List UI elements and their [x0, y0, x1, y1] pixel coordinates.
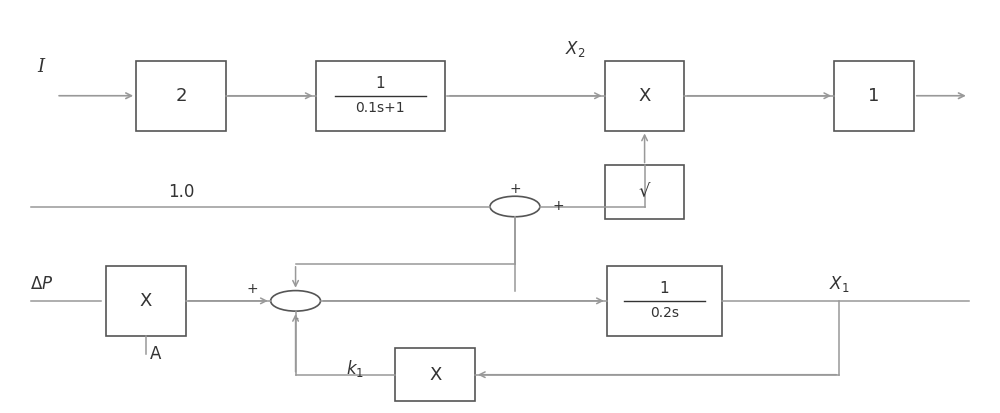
FancyBboxPatch shape: [605, 61, 684, 131]
FancyBboxPatch shape: [834, 61, 914, 131]
Text: +: +: [247, 282, 259, 296]
Text: A: A: [150, 345, 162, 363]
Text: X: X: [638, 87, 651, 105]
Circle shape: [490, 196, 540, 217]
FancyBboxPatch shape: [106, 266, 186, 336]
FancyBboxPatch shape: [395, 348, 475, 401]
Text: X: X: [429, 366, 441, 384]
FancyBboxPatch shape: [316, 61, 445, 131]
Text: √: √: [639, 183, 650, 201]
Text: 0.1s+1: 0.1s+1: [356, 101, 405, 115]
Text: $X_2$: $X_2$: [565, 38, 585, 59]
Text: +: +: [509, 182, 521, 196]
Text: 0.2s: 0.2s: [650, 306, 679, 320]
Text: I: I: [38, 58, 45, 76]
Text: $\Delta P$: $\Delta P$: [30, 275, 53, 294]
FancyBboxPatch shape: [605, 166, 684, 219]
Text: 1: 1: [660, 281, 669, 296]
Text: 1.0: 1.0: [168, 183, 194, 201]
Text: X: X: [140, 292, 152, 310]
Circle shape: [271, 291, 320, 311]
Text: 1: 1: [376, 76, 385, 91]
FancyBboxPatch shape: [136, 61, 226, 131]
Text: 1: 1: [868, 87, 880, 105]
Text: $k_1$: $k_1$: [346, 358, 364, 379]
FancyBboxPatch shape: [607, 266, 722, 336]
Text: +: +: [552, 199, 564, 214]
Text: -: -: [293, 313, 298, 327]
Text: 2: 2: [175, 87, 187, 105]
Text: $X_1$: $X_1$: [829, 275, 849, 294]
